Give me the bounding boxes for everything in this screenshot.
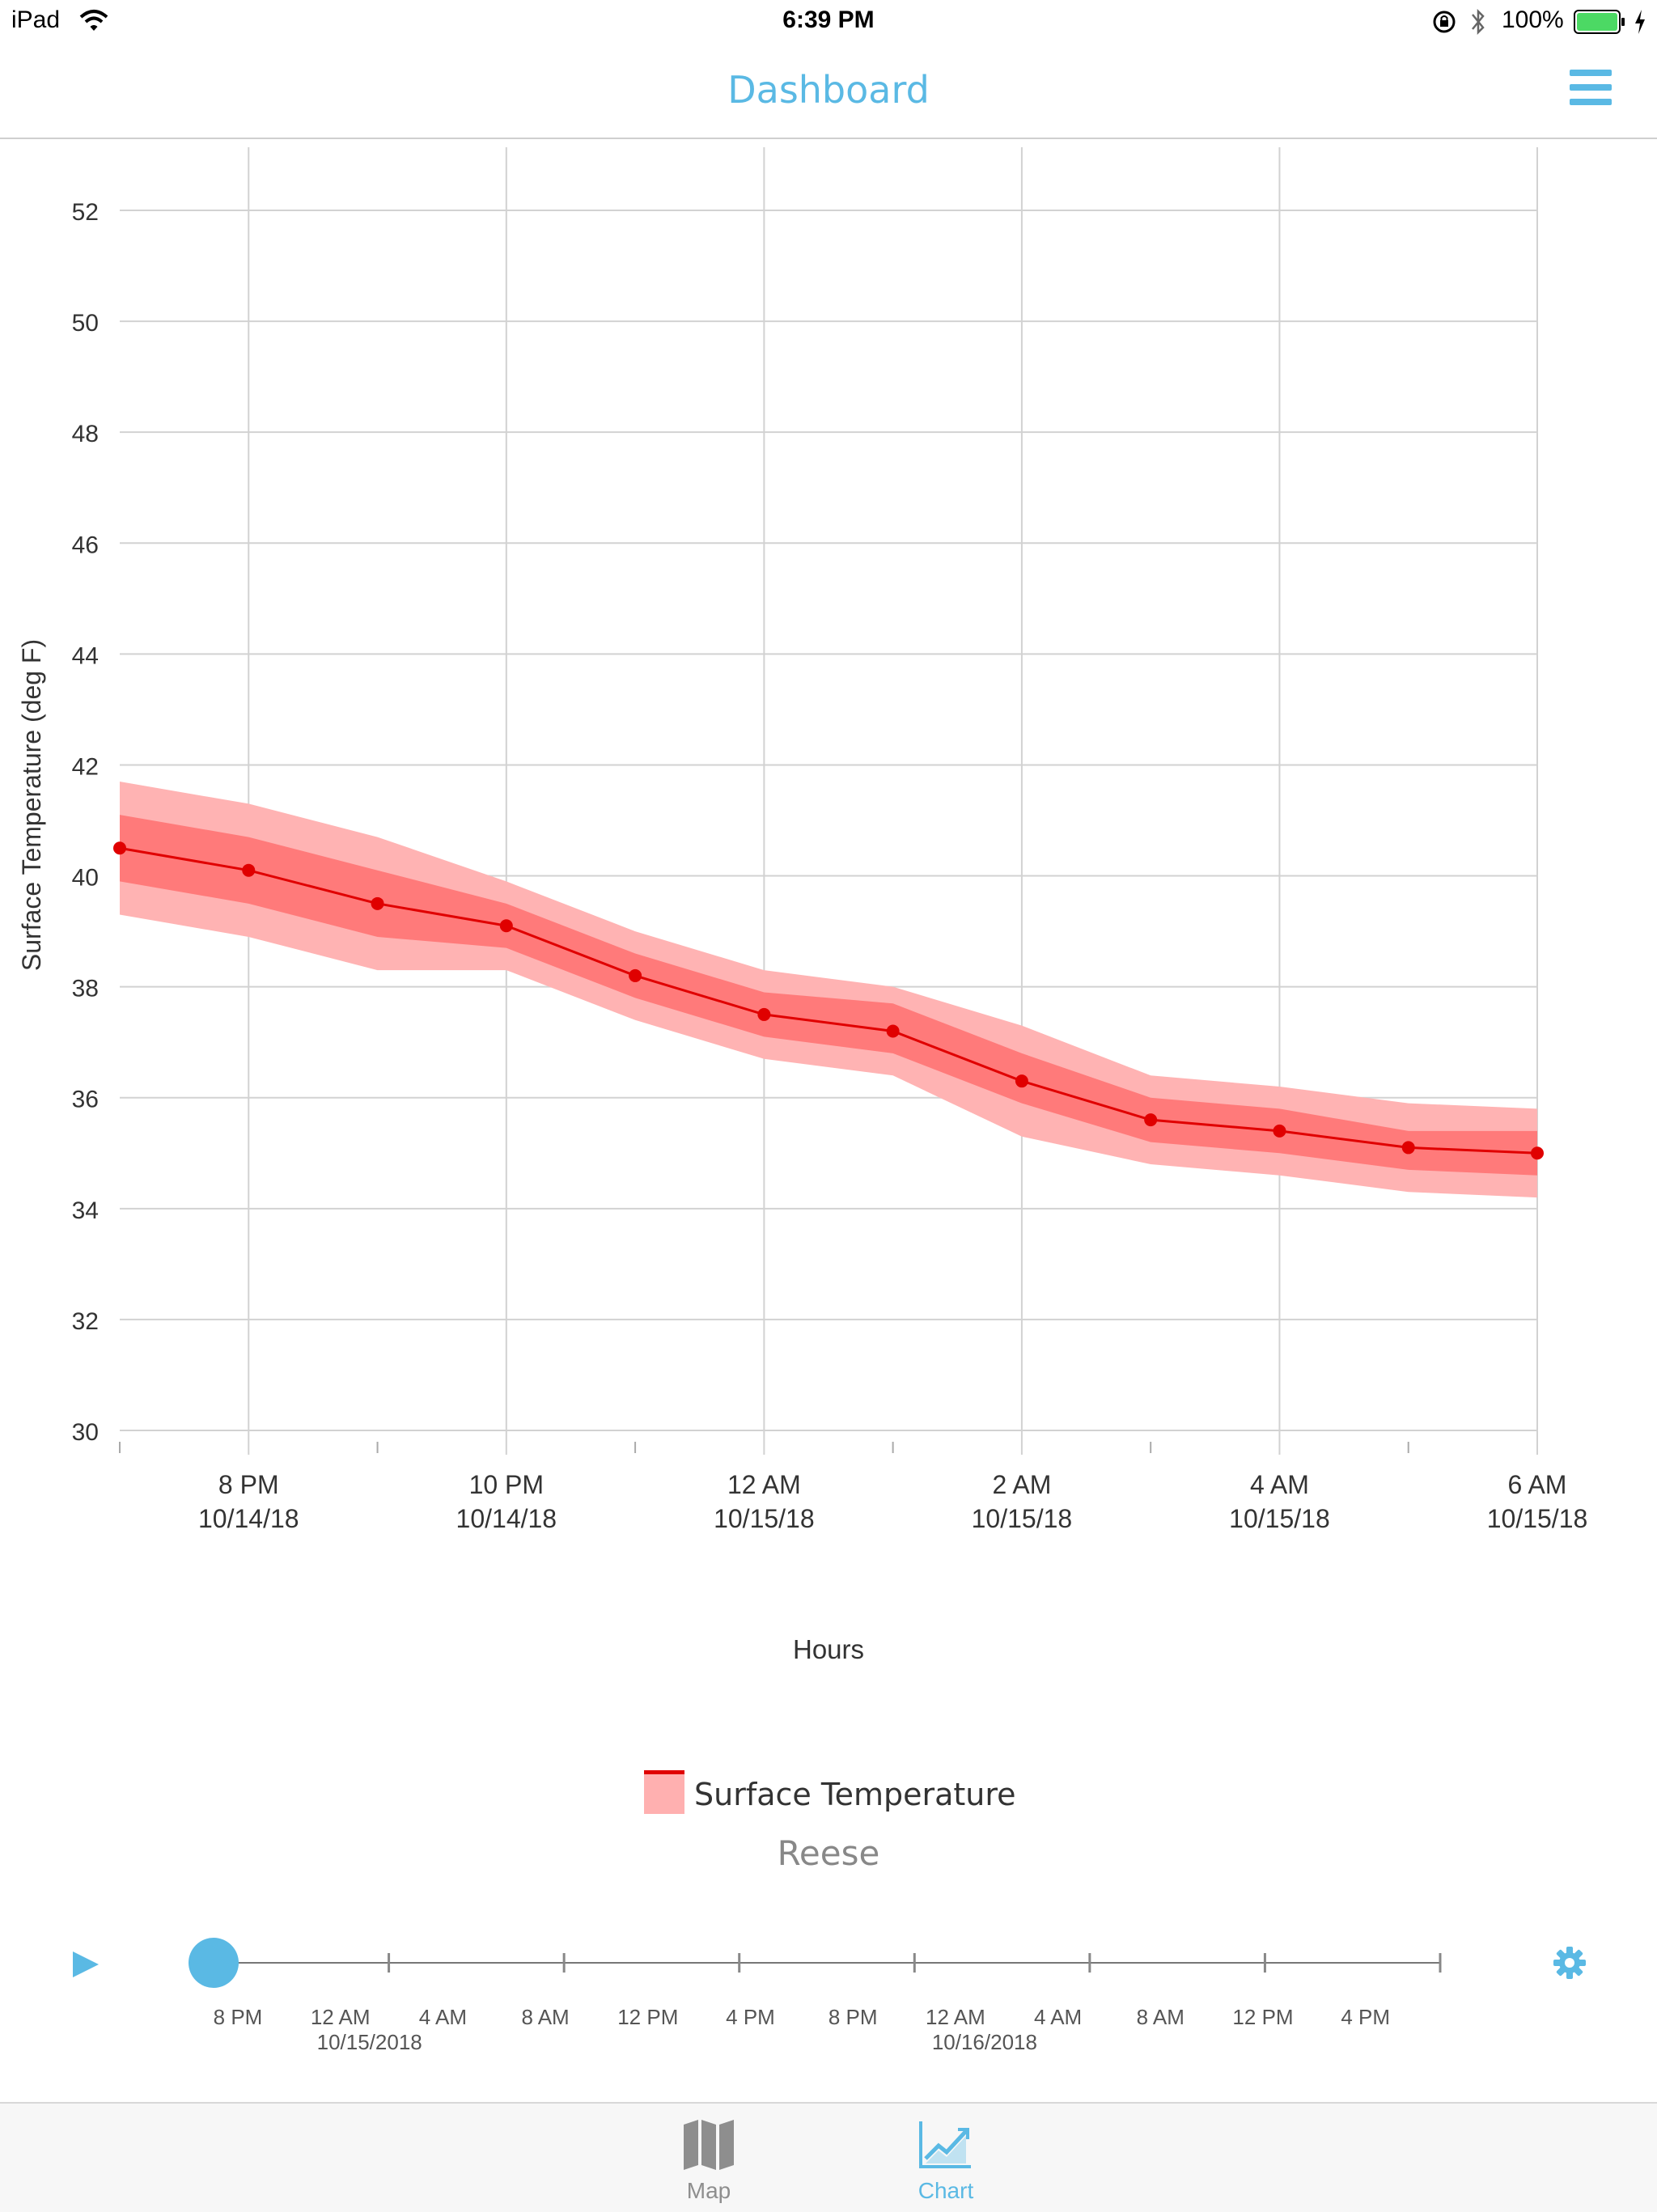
y-tick-label: 44 [72,642,99,669]
hamburger-icon-bar-2 [1570,84,1612,91]
timeline-time-label: 12 PM [617,2005,679,2029]
tab-map[interactable]: Map [644,2104,773,2212]
y-tick-label: 32 [72,1308,99,1335]
chart-series [113,841,1544,1160]
battery-icon [1574,10,1625,34]
x-tick-time-label: 12 AM [727,1470,801,1499]
data-point [1401,1141,1415,1155]
x-tick-date-label: 10/15/18 [1487,1504,1588,1533]
data-point [242,863,256,877]
clock: 6:39 PM [782,6,875,33]
x-tick-time-label: 6 AM [1508,1470,1567,1499]
y-tick-label: 48 [72,421,99,447]
timeline-time-label: 12 AM [926,2005,985,2029]
inner-band [120,815,1537,1176]
x-tick-time-label: 8 PM [218,1470,279,1499]
hamburger-icon-bar-3 [1570,99,1612,105]
status-bar: iPad 6:39 PM 100% [0,0,1657,45]
tab-chart-label: Chart [917,2178,974,2203]
x-tick-time-label: 2 AM [992,1470,1051,1499]
tab-map-label: Map [686,2178,731,2203]
play-icon[interactable] [68,1947,104,1982]
x-axis-title: Hours [792,1634,865,1664]
series-line [119,846,1538,1155]
outer-band [120,782,1537,1198]
wifi-icon [79,10,108,31]
x-tick-date-label: 10/15/18 [972,1504,1073,1533]
battery-percentage: 100% [1502,6,1564,33]
timeline-time-label: 8 AM [1136,2005,1184,2029]
timeline-time-label: 4 PM [1341,2005,1391,2029]
x-tick-date-label: 10/15/18 [1229,1504,1330,1533]
device-name: iPad [11,6,61,33]
data-point [1273,1124,1286,1138]
x-tick-date-label: 10/15/18 [714,1504,815,1533]
y-axis-title: Surface Temperature (deg F) [17,639,46,971]
menu-button[interactable] [1570,70,1615,110]
y-tick-label: 34 [72,1197,99,1224]
data-point [113,841,126,855]
timeline-time-label: 8 PM [213,2005,263,2029]
hamburger-icon-bar-1 [1570,70,1612,76]
chart-legend: Surface Temperature [0,1770,1657,1816]
y-tick-label: 52 [72,199,99,226]
y-tick-label: 36 [72,1087,99,1113]
timeline-time-label: 12 AM [310,2005,371,2029]
timeline-time-label: 8 AM [521,2005,570,2029]
timeline-slider[interactable] [0,1926,1657,1990]
chart-bands [120,782,1537,1198]
y-tick-label: 46 [72,532,99,558]
y-tick-label: 42 [72,753,99,780]
timeline-time-label: 4 PM [726,2005,775,2029]
timeline-handle[interactable] [189,1938,239,1988]
legend-label: Surface Temperature [694,1777,1016,1812]
tab-bar: Map Chart [0,2102,1657,2212]
charging-icon [1635,10,1645,34]
map-icon [684,2120,734,2170]
x-tick-time-label: 10 PM [469,1470,544,1499]
data-point [371,896,384,910]
x-tick-time-label: 4 AM [1250,1470,1309,1499]
timeline-time-label: 12 PM [1232,2005,1294,2029]
data-point [499,919,513,933]
data-point [1531,1146,1544,1160]
x-tick-date-label: 10/14/18 [456,1504,557,1533]
gear-icon[interactable] [1550,1943,1589,1982]
timeline-time-label: 8 PM [828,2005,878,2029]
timeline-time-label: 4 AM [418,2005,468,2029]
y-tick-label: 40 [72,865,99,892]
x-tick-date-label: 10/14/18 [198,1504,299,1533]
temperature-chart: 30 32 34 36 38 40 42 44 46 48 50 52 8 PM 10/14/18 10 P… [17,147,1588,1533]
tab-chart[interactable]: Chart [881,2104,1011,2212]
chart-subtitle: Reese [777,1833,880,1873]
timeline-date-label: 10/15/2018 [316,2030,422,2054]
data-point [886,1024,900,1038]
y-tick-label: 50 [72,310,99,337]
navigation-bar: Dashboard [0,45,1657,139]
data-point [629,968,642,982]
page-title: Dashboard [727,68,930,112]
y-tick-label: 30 [72,1419,99,1446]
data-point [1144,1113,1158,1127]
chart-icon [919,2121,971,2168]
rotation-lock-icon [1433,11,1456,33]
y-tick-label: 38 [72,976,99,1002]
legend-swatch [644,1770,684,1814]
timeline-time-label: 4 AM [1033,2005,1083,2029]
data-point [757,1007,771,1021]
timeline-ticks [388,1953,1442,1973]
chart-ticks: 30 32 34 36 38 40 42 44 46 48 50 52 8 PM 10/14/18 10 P… [72,199,1588,1533]
data-point [1015,1074,1028,1088]
chart-grid [120,147,1538,1455]
bluetooth-icon [1472,8,1485,36]
timeline-date-label: 10/16/2018 [931,2030,1037,2054]
